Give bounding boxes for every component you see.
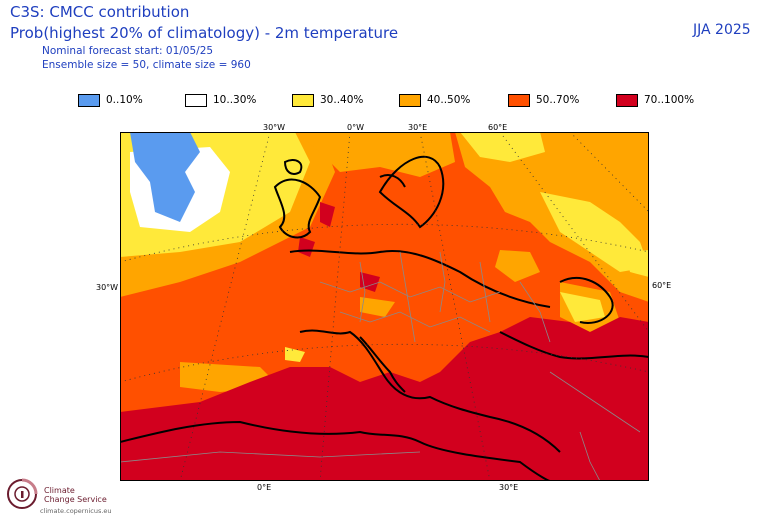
legend-swatch (292, 94, 314, 107)
logo-line-2: Change Service (44, 495, 107, 504)
field-0-10 (130, 132, 200, 222)
grid-label-top-30w: 30°W (263, 123, 286, 132)
legend-swatch (399, 94, 421, 107)
legend-label: 70..100% (644, 94, 695, 106)
logo-line-1: Climate (44, 486, 75, 495)
season-label: JJA 2025 (693, 22, 751, 38)
probability-map (120, 132, 649, 481)
logo-url: climate.copernicus.eu (40, 507, 112, 515)
ensemble-size-text: Ensemble size = 50, climate size = 960 (42, 59, 251, 71)
legend-swatch (78, 94, 100, 107)
map-frame (120, 132, 649, 481)
c3s-logo-icon (7, 478, 38, 509)
grid-label-top-30e: 30°E (408, 123, 428, 132)
title-line-2: Prob(highest 20% of climatology) - 2m te… (10, 24, 399, 42)
forecast-start-text: Nominal forecast start: 01/05/25 (42, 45, 214, 57)
country-borders (120, 251, 641, 481)
copernicus-logo: Climate Change Service climate.copernicu… (6, 476, 126, 518)
coastlines (120, 155, 649, 481)
legend-swatch (508, 94, 530, 107)
legend-label: 10..30% (213, 94, 257, 106)
field-70-100 (120, 202, 649, 481)
legend-label: 40..50% (427, 94, 471, 106)
grid-label-top-0w: 0°W (347, 123, 364, 132)
legend-swatch (185, 94, 207, 107)
grid-label-right-60e: 60°E (652, 281, 672, 290)
legend-label: 50..70% (536, 94, 580, 106)
legend-label: 30..40% (320, 94, 364, 106)
legend-label: 0..10% (106, 94, 143, 106)
legend-swatch (616, 94, 638, 107)
grid-label-bottom-0e: 0°E (257, 483, 272, 492)
graticule (120, 132, 649, 481)
grid-label-bottom-30e: 30°E (499, 483, 519, 492)
grid-label-top-60e: 60°E (488, 123, 508, 132)
grid-label-left-30w: 30°W (96, 283, 119, 292)
title-line-1: C3S: CMCC contribution (10, 3, 190, 21)
